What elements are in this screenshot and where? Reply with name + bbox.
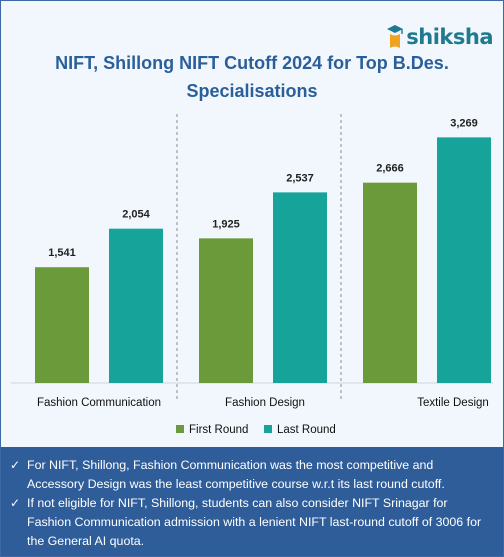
legend-label: First Round [189, 424, 248, 436]
data-label: 3,269 [450, 117, 478, 129]
category-label: Textile Design [417, 397, 489, 409]
data-label: 2,666 [376, 163, 404, 175]
category-label: Fashion Design [225, 397, 305, 409]
chart-legend: First Round Last Round [176, 424, 336, 436]
bar-chart: 1,541 2,054 1,925 2,537 2,666 3,269 Fashion C… [11, 114, 493, 436]
notes-panel: ✓ For NIFT, Shillong, Fashion Communicat… [1, 447, 503, 556]
legend-swatch [264, 425, 272, 433]
bar-first-round [363, 182, 417, 383]
data-label: 2,054 [122, 209, 150, 221]
legend-label: Last Round [277, 424, 336, 436]
chart-title: NIFT, Shillong NIFT Cutoff 2024 for Top … [55, 53, 449, 101]
bar-series [35, 137, 491, 383]
check-icon: ✓ [10, 458, 21, 472]
note-text: For NIFT, Shillong, Fashion Communicatio… [27, 458, 445, 491]
data-label: 1,541 [48, 247, 76, 259]
category-labels: Fashion Communication Fashion Design Texti… [37, 397, 489, 409]
note-item: ✓ For NIFT, Shillong, Fashion Communicat… [10, 456, 491, 494]
data-label: 1,925 [212, 218, 240, 230]
category-label: Fashion Communication [37, 397, 161, 409]
bar-last-round [273, 192, 327, 383]
legend-swatch [176, 425, 184, 433]
bar-last-round [109, 228, 163, 383]
data-label: 2,537 [286, 172, 314, 184]
shiksha-logo: shiksha [385, 23, 493, 51]
bar-first-round [35, 267, 89, 383]
note-text: If not eligible for NIFT, Shillong, stud… [27, 496, 482, 548]
note-item: ✓ If not eligible for NIFT, Shillong, st… [10, 494, 491, 551]
bar-last-round [437, 137, 491, 383]
check-icon: ✓ [10, 496, 21, 510]
logo-wordmark: shiksha [406, 25, 493, 49]
bar-first-round [199, 238, 253, 383]
graduate-icon [387, 25, 404, 48]
data-labels: 1,541 2,054 1,925 2,537 2,666 3,269 [48, 117, 478, 259]
